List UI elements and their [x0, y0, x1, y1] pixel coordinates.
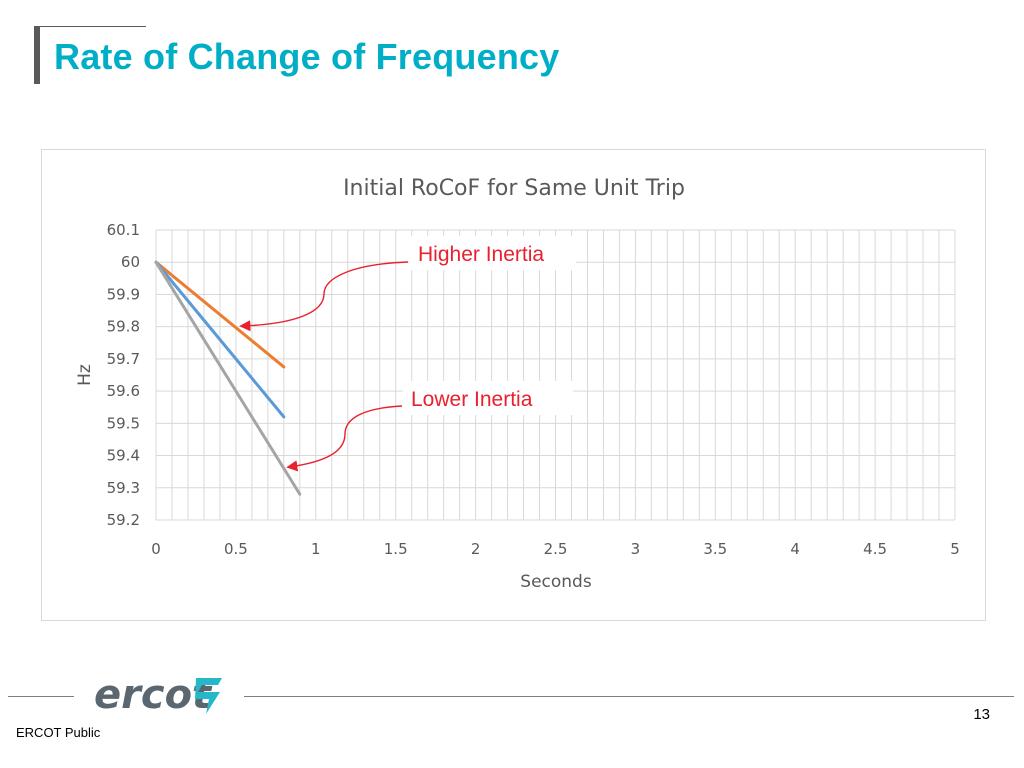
x-tick-label: 2.5	[544, 540, 568, 558]
ercot-logo: ercot	[94, 672, 222, 718]
annotation-higher-inertia: Higher Inertia	[418, 243, 544, 266]
series-line-3	[154, 260, 302, 496]
x-tick-label: 0	[151, 540, 161, 558]
y-tick-label: 59.7	[107, 350, 140, 368]
series-line-1	[154, 260, 286, 369]
grid-lines	[155, 229, 956, 521]
series-line-2	[154, 260, 286, 419]
footer-rule-right	[244, 696, 1014, 697]
ercot-logo-bolt-icon	[195, 678, 222, 714]
x-tick-label: 1.5	[384, 540, 408, 558]
y-tick-label: 59.6	[107, 382, 140, 400]
y-tick-label: 59.8	[107, 318, 140, 336]
data-series	[154, 260, 302, 496]
footer-classification: ERCOT Public	[16, 725, 101, 740]
footer-rule-left	[8, 696, 74, 697]
annotation-lower-inertia-box	[403, 381, 573, 415]
ercot-logo-wordmark: ercot	[94, 672, 213, 718]
axis-tick-labels: 0 0.5 1 1.5 2 2.5 3 3.5 4 4.5 5 60.1 60 59.9 59.8 59.7 5…	[107, 221, 960, 558]
x-tick-label: 3.5	[703, 540, 727, 558]
x-tick-label: 1	[311, 540, 321, 558]
y-tick-label: 59.2	[107, 511, 140, 529]
slide-title: Rate of Change of Frequency	[54, 36, 560, 77]
annotation-lower-inertia-arrow	[286, 405, 403, 472]
y-tick-label: 60.1	[107, 221, 140, 239]
x-tick-label: 5	[950, 540, 960, 558]
y-tick-label: 59.4	[107, 447, 140, 465]
rocof-line-chart: Initial RoCoF for Same Unit Trip 0 0.5 1 1.…	[75, 176, 960, 592]
x-tick-label: 2	[471, 540, 481, 558]
title-accent-bar	[34, 26, 40, 84]
title-top-rule	[40, 26, 146, 27]
y-tick-label: 59.9	[107, 285, 140, 303]
annotation-lower-inertia: Lower Inertia	[411, 388, 533, 411]
annotation-higher-inertia-box	[409, 236, 576, 270]
x-axis-title: Seconds	[520, 572, 592, 592]
page-number: 13	[973, 706, 990, 723]
chart-frame: Initial RoCoF for Same Unit Trip 0 0.5 1 1.…	[41, 149, 986, 621]
y-axis-title: Hz	[75, 364, 95, 386]
chart-title: Initial RoCoF for Same Unit Trip	[343, 176, 685, 201]
annotations: Higher Inertia Lower Inertia	[239, 236, 576, 472]
x-tick-label: 4	[790, 540, 800, 558]
y-tick-label: 60	[121, 253, 140, 271]
x-tick-label: 3	[631, 540, 641, 558]
y-tick-label: 59.3	[107, 479, 140, 497]
y-tick-label: 59.5	[107, 414, 140, 432]
x-tick-label: 4.5	[863, 540, 887, 558]
x-tick-label: 0.5	[224, 540, 248, 558]
annotation-higher-inertia-arrow	[239, 261, 409, 332]
